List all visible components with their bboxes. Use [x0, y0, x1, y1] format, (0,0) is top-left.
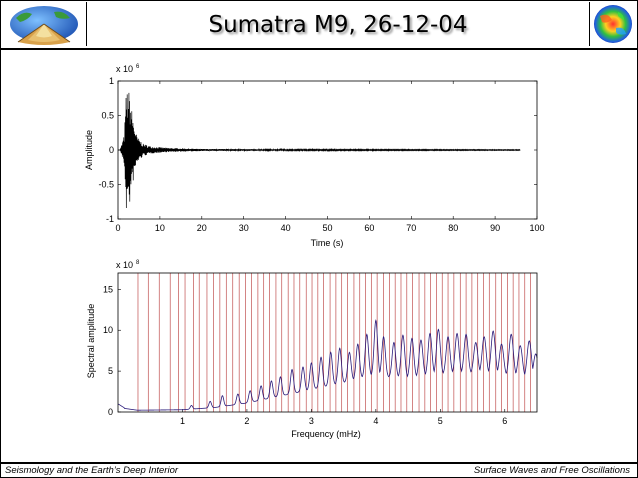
seismogram-x-tick-label: 80	[448, 223, 458, 233]
seismogram-x-ticks: 0 10 20 30 40 50 60 70 80 90 100	[115, 81, 545, 233]
spectrum-y-tick-label: 0	[108, 407, 113, 417]
header-divider	[0, 48, 638, 50]
seismogram-y-tick-label: -1	[106, 214, 114, 224]
footer-divider	[0, 462, 638, 464]
spectrum-x-tick-label: 4	[373, 416, 378, 426]
seismogram-x-tick-label: 90	[490, 223, 500, 233]
seismogram-exponent: 6	[136, 64, 140, 70]
spectrum-chart: x 10 8 Spectral amplitude Frequency (mHz…	[86, 260, 538, 439]
seismogram-axes-box	[117, 80, 538, 220]
spectrum-exponent-label: x 10	[116, 260, 133, 270]
earth-cutaway-logo	[2, 2, 87, 46]
spectrum-x-ticks: 1 2 3 4 5 6	[180, 409, 507, 426]
spectrum-y-tick-label: 10	[103, 325, 113, 335]
spectrum-x-tick-label: 5	[438, 416, 443, 426]
spectrum-trace	[117, 319, 538, 411]
spectrum-x-tick-label: 2	[244, 416, 249, 426]
earth-tomography-logo	[589, 2, 636, 46]
footer-lecture-title: Surface Waves and Free Oscillations	[473, 465, 630, 476]
seismogram-exponent-label: x 10	[116, 64, 133, 74]
seismogram-y-axis-label: Amplitude	[84, 130, 94, 170]
spectrum-exponent: 8	[136, 260, 140, 266]
seismogram-x-tick-label: 10	[155, 223, 165, 233]
seismogram-y-tick-label: 0.5	[101, 111, 114, 121]
seismogram-y-tick-label: -0.5	[98, 180, 114, 190]
slide-header: Sumatra M9, 26-12-04	[0, 0, 638, 48]
spectrum-x-tick-label: 6	[502, 416, 507, 426]
footer-course-title: Seismology and the Earth’s Deep Interior	[5, 465, 179, 476]
seismogram-chart: x 10 6 Amplitude Time (s) 0 10 20 30 40 50 60 7…	[84, 64, 545, 248]
seismogram-x-tick-label: 30	[239, 223, 249, 233]
spectrum-x-axis-label: Frequency (mHz)	[291, 429, 361, 439]
spectrum-y-tick-label: 5	[108, 366, 113, 376]
spectrum-y-tick-label: 15	[103, 284, 113, 294]
slide-title: Sumatra M9, 26-12-04	[208, 12, 468, 38]
seismogram-y-tick-label: 1	[109, 76, 114, 86]
seismogram-y-tick-label: 0	[109, 145, 114, 155]
seismogram-x-tick-label: 60	[364, 223, 374, 233]
spectrum-x-tick-label: 3	[309, 416, 314, 426]
spectrum-axes-box	[117, 272, 538, 413]
seismogram-x-tick-label: 50	[322, 223, 332, 233]
seismogram-x-axis-label: Time (s)	[311, 238, 344, 248]
spectrum-mode-lines	[137, 273, 531, 412]
spectrum-x-tick-label: 1	[180, 416, 185, 426]
seismogram-x-tick-label: 0	[115, 223, 120, 233]
seismogram-x-tick-label: 70	[406, 223, 416, 233]
seismogram-trace	[118, 92, 521, 208]
seismogram-x-tick-label: 100	[529, 223, 544, 233]
seismogram-x-tick-label: 20	[197, 223, 207, 233]
spectrum-y-axis-label: Spectral amplitude	[86, 304, 96, 379]
seismogram-x-tick-label: 40	[281, 223, 291, 233]
